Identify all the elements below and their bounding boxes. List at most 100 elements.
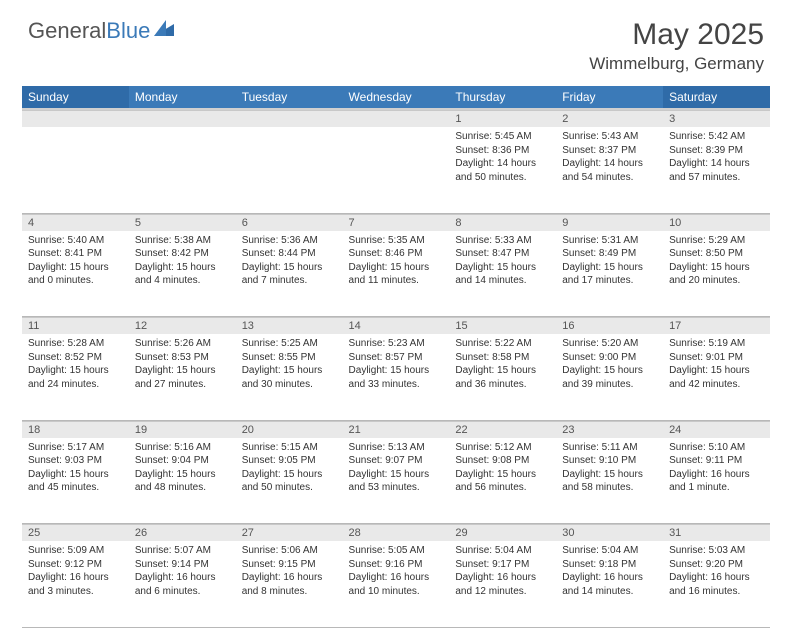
day-cell: Sunrise: 5:04 AMSunset: 9:17 PMDaylight:… xyxy=(449,541,556,627)
week-row: Sunrise: 5:09 AMSunset: 9:12 PMDaylight:… xyxy=(22,541,770,627)
week-row: Sunrise: 5:45 AMSunset: 8:36 PMDaylight:… xyxy=(22,127,770,213)
day-number: 2 xyxy=(556,110,663,127)
day-number: 25 xyxy=(22,524,129,541)
day-cell: Sunrise: 5:12 AMSunset: 9:08 PMDaylight:… xyxy=(449,438,556,524)
brand-sail-icon xyxy=(152,18,176,44)
page-header: GeneralBlue May 2025 Wimmelburg, Germany xyxy=(0,0,792,80)
day-content: Sunrise: 5:06 AMSunset: 9:15 PMDaylight:… xyxy=(236,541,343,604)
daylight-line: Daylight: 16 hours and 6 minutes. xyxy=(135,571,230,598)
sunset-line: Sunset: 9:05 PM xyxy=(242,454,337,468)
sunset-line: Sunset: 9:18 PM xyxy=(562,558,657,572)
sunrise-line: Sunrise: 5:10 AM xyxy=(669,441,764,455)
day-number: 24 xyxy=(663,421,770,438)
sunset-line: Sunset: 9:00 PM xyxy=(562,351,657,365)
sunrise-line: Sunrise: 5:17 AM xyxy=(28,441,123,455)
day-number: 8 xyxy=(449,214,556,231)
weekday-header-row: Sunday Monday Tuesday Wednesday Thursday… xyxy=(22,86,770,109)
day-content: Sunrise: 5:38 AMSunset: 8:42 PMDaylight:… xyxy=(129,231,236,294)
sunset-line: Sunset: 9:11 PM xyxy=(669,454,764,468)
day-cell xyxy=(22,127,129,213)
sunset-line: Sunset: 8:57 PM xyxy=(349,351,444,365)
day-number xyxy=(22,110,129,127)
day-number: 9 xyxy=(556,214,663,231)
day-cell: Sunrise: 5:10 AMSunset: 9:11 PMDaylight:… xyxy=(663,438,770,524)
daynum-row: 123 xyxy=(22,109,770,127)
calendar-body: 123Sunrise: 5:45 AMSunset: 8:36 PMDaylig… xyxy=(22,109,770,627)
day-number xyxy=(343,110,450,127)
day-number: 29 xyxy=(449,524,556,541)
day-number: 3 xyxy=(663,110,770,127)
sunrise-line: Sunrise: 5:28 AM xyxy=(28,337,123,351)
daylight-line: Daylight: 15 hours and 53 minutes. xyxy=(349,468,444,495)
day-content: Sunrise: 5:35 AMSunset: 8:46 PMDaylight:… xyxy=(343,231,450,294)
day-cell: Sunrise: 5:28 AMSunset: 8:52 PMDaylight:… xyxy=(22,334,129,420)
month-title: May 2025 xyxy=(589,18,764,52)
day-cell: Sunrise: 5:25 AMSunset: 8:55 PMDaylight:… xyxy=(236,334,343,420)
daynum-row: 25262728293031 xyxy=(22,524,770,542)
weekday-header: Friday xyxy=(556,86,663,109)
daylight-line: Daylight: 15 hours and 45 minutes. xyxy=(28,468,123,495)
day-cell: Sunrise: 5:42 AMSunset: 8:39 PMDaylight:… xyxy=(663,127,770,213)
day-cell: Sunrise: 5:22 AMSunset: 8:58 PMDaylight:… xyxy=(449,334,556,420)
sunset-line: Sunset: 9:01 PM xyxy=(669,351,764,365)
sunset-line: Sunset: 9:04 PM xyxy=(135,454,230,468)
day-cell xyxy=(236,127,343,213)
week-row: Sunrise: 5:40 AMSunset: 8:41 PMDaylight:… xyxy=(22,231,770,317)
sunrise-line: Sunrise: 5:23 AM xyxy=(349,337,444,351)
sunrise-line: Sunrise: 5:36 AM xyxy=(242,234,337,248)
sunrise-line: Sunrise: 5:19 AM xyxy=(669,337,764,351)
sunrise-line: Sunrise: 5:04 AM xyxy=(455,544,550,558)
day-number: 27 xyxy=(236,524,343,541)
daylight-line: Daylight: 16 hours and 3 minutes. xyxy=(28,571,123,598)
day-number: 7 xyxy=(343,214,450,231)
daylight-line: Daylight: 15 hours and 7 minutes. xyxy=(242,261,337,288)
daylight-line: Daylight: 14 hours and 57 minutes. xyxy=(669,157,764,184)
daylight-line: Daylight: 15 hours and 39 minutes. xyxy=(562,364,657,391)
brand-name-part1: General xyxy=(28,18,106,44)
day-cell: Sunrise: 5:45 AMSunset: 8:36 PMDaylight:… xyxy=(449,127,556,213)
day-cell: Sunrise: 5:11 AMSunset: 9:10 PMDaylight:… xyxy=(556,438,663,524)
weekday-header: Thursday xyxy=(449,86,556,109)
day-cell: Sunrise: 5:20 AMSunset: 9:00 PMDaylight:… xyxy=(556,334,663,420)
day-cell xyxy=(343,127,450,213)
sunset-line: Sunset: 8:42 PM xyxy=(135,247,230,261)
weekday-header: Wednesday xyxy=(343,86,450,109)
weekday-header: Sunday xyxy=(22,86,129,109)
daylight-line: Daylight: 15 hours and 48 minutes. xyxy=(135,468,230,495)
daylight-line: Daylight: 14 hours and 50 minutes. xyxy=(455,157,550,184)
day-content: Sunrise: 5:05 AMSunset: 9:16 PMDaylight:… xyxy=(343,541,450,604)
sunrise-line: Sunrise: 5:45 AM xyxy=(455,130,550,144)
daylight-line: Daylight: 15 hours and 20 minutes. xyxy=(669,261,764,288)
day-content: Sunrise: 5:09 AMSunset: 9:12 PMDaylight:… xyxy=(22,541,129,604)
daylight-line: Daylight: 15 hours and 56 minutes. xyxy=(455,468,550,495)
day-content: Sunrise: 5:43 AMSunset: 8:37 PMDaylight:… xyxy=(556,127,663,190)
sunrise-line: Sunrise: 5:25 AM xyxy=(242,337,337,351)
day-number: 22 xyxy=(449,421,556,438)
day-number: 14 xyxy=(343,317,450,334)
day-number: 6 xyxy=(236,214,343,231)
sunset-line: Sunset: 9:20 PM xyxy=(669,558,764,572)
sunset-line: Sunset: 9:17 PM xyxy=(455,558,550,572)
day-cell: Sunrise: 5:29 AMSunset: 8:50 PMDaylight:… xyxy=(663,231,770,317)
daylight-line: Daylight: 15 hours and 14 minutes. xyxy=(455,261,550,288)
day-content: Sunrise: 5:42 AMSunset: 8:39 PMDaylight:… xyxy=(663,127,770,190)
sunrise-line: Sunrise: 5:07 AM xyxy=(135,544,230,558)
daylight-line: Daylight: 15 hours and 17 minutes. xyxy=(562,261,657,288)
brand-logo: GeneralBlue xyxy=(28,18,176,44)
day-cell: Sunrise: 5:03 AMSunset: 9:20 PMDaylight:… xyxy=(663,541,770,627)
day-number: 31 xyxy=(663,524,770,541)
day-cell: Sunrise: 5:05 AMSunset: 9:16 PMDaylight:… xyxy=(343,541,450,627)
day-number: 19 xyxy=(129,421,236,438)
day-content: Sunrise: 5:07 AMSunset: 9:14 PMDaylight:… xyxy=(129,541,236,604)
sunset-line: Sunset: 8:52 PM xyxy=(28,351,123,365)
day-content: Sunrise: 5:45 AMSunset: 8:36 PMDaylight:… xyxy=(449,127,556,190)
sunset-line: Sunset: 8:46 PM xyxy=(349,247,444,261)
day-cell: Sunrise: 5:17 AMSunset: 9:03 PMDaylight:… xyxy=(22,438,129,524)
weekday-header: Tuesday xyxy=(236,86,343,109)
day-cell: Sunrise: 5:06 AMSunset: 9:15 PMDaylight:… xyxy=(236,541,343,627)
daylight-line: Daylight: 16 hours and 12 minutes. xyxy=(455,571,550,598)
daylight-line: Daylight: 15 hours and 36 minutes. xyxy=(455,364,550,391)
daylight-line: Daylight: 15 hours and 33 minutes. xyxy=(349,364,444,391)
sunset-line: Sunset: 9:14 PM xyxy=(135,558,230,572)
day-content: Sunrise: 5:17 AMSunset: 9:03 PMDaylight:… xyxy=(22,438,129,501)
